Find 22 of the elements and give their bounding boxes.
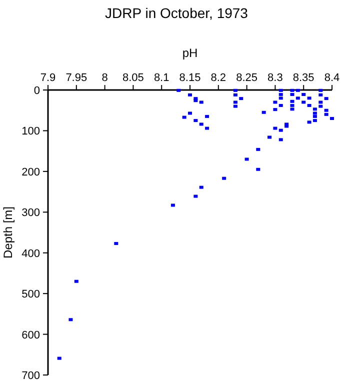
x-tick-label: 8.1 (154, 72, 170, 84)
y-tick-label: 200 (22, 166, 40, 178)
y-tick-label: 100 (22, 126, 40, 138)
y-tick-label: 600 (22, 329, 40, 342)
x-axis-title: pH (182, 46, 198, 60)
y-tick-label: 500 (22, 288, 40, 301)
x-tick-label: 7.9 (40, 72, 56, 84)
x-tick-label: 8.25 (236, 72, 258, 84)
y-axis-title: Depth [m] (1, 206, 15, 259)
x-tick-label: 8.3 (268, 72, 283, 84)
y-tick-label: 300 (22, 207, 40, 220)
y-tick-label: 700 (22, 370, 40, 382)
y-tick-label: 400 (22, 248, 40, 260)
x-tick-label: 8.05 (122, 72, 144, 84)
x-tick-label: 8.15 (179, 72, 201, 84)
x-tick-label: 7.95 (66, 72, 88, 84)
chart-title: JDRP in October, 1973 (105, 5, 248, 21)
x-tick-label: 8.4 (324, 72, 340, 84)
y-tick-label: 0 (34, 85, 40, 97)
x-tick-label: 8 (102, 72, 108, 84)
x-tick-label: 8.2 (210, 72, 226, 84)
x-tick-label: 8.35 (292, 72, 314, 84)
